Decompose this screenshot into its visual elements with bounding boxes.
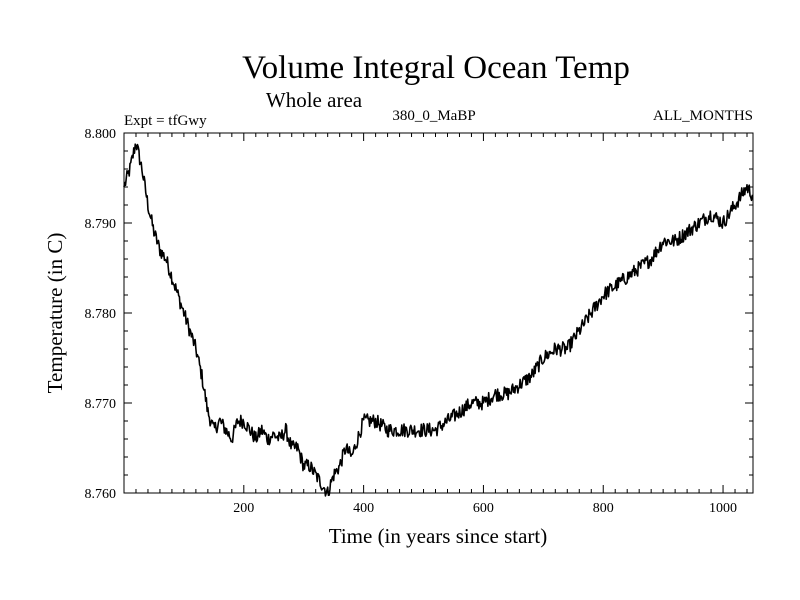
chart-subtitle: Whole area xyxy=(266,88,363,112)
x-tick-label: 400 xyxy=(353,501,374,516)
x-tick-label: 1000 xyxy=(709,501,737,516)
y-axis-label: Temperature (in C) xyxy=(43,233,67,394)
series-line xyxy=(123,143,754,497)
y-tick-label: 8.760 xyxy=(85,487,117,502)
x-axis-label: Time (in years since start) xyxy=(329,524,548,548)
y-tick-label: 8.770 xyxy=(85,397,117,412)
plot-frame xyxy=(123,132,754,494)
x-tick-label: 600 xyxy=(473,501,494,516)
chart-title: Volume Integral Ocean Temp xyxy=(242,50,630,86)
header-months: ALL_MONTHS xyxy=(653,108,753,124)
x-tick-label: 800 xyxy=(593,501,614,516)
header-period: 380_0_MaBP xyxy=(392,108,475,124)
x-axis: 200 400 600 800 1000 xyxy=(135,133,748,516)
y-tick-label: 8.790 xyxy=(85,217,117,232)
x-tick-label: 200 xyxy=(233,501,254,516)
y-tick-label: 8.780 xyxy=(85,307,117,322)
y-tick-label: 8.800 xyxy=(85,127,117,142)
header-experiment: Expt = tfGwy xyxy=(124,113,207,129)
